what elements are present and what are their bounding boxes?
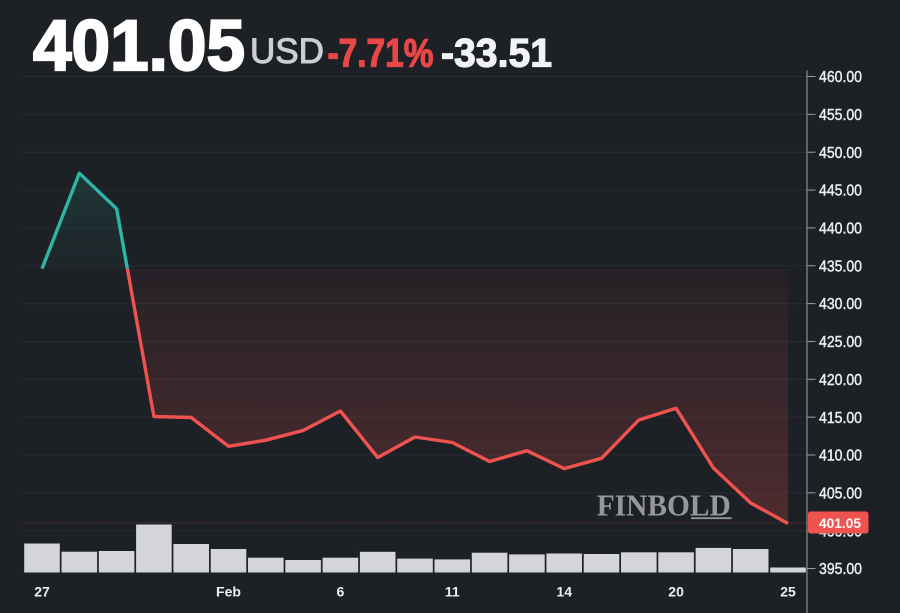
- svg-text:415.00: 415.00: [819, 410, 862, 427]
- svg-text:401.05: 401.05: [33, 7, 245, 86]
- svg-text:450.00: 450.00: [819, 145, 862, 162]
- svg-text:401.05: 401.05: [819, 515, 861, 531]
- svg-text:11: 11: [445, 584, 460, 600]
- svg-text:405.00: 405.00: [819, 485, 862, 502]
- svg-text:-7.71%: -7.71%: [328, 32, 434, 76]
- svg-text:410.00: 410.00: [819, 448, 862, 465]
- svg-text:-33.51: -33.51: [441, 32, 552, 76]
- svg-text:425.00: 425.00: [819, 334, 862, 351]
- svg-text:455.00: 455.00: [819, 107, 862, 124]
- svg-text:Feb: Feb: [216, 584, 241, 600]
- svg-text:27: 27: [34, 584, 50, 600]
- svg-text:460.00: 460.00: [819, 69, 862, 86]
- svg-text:FINBOLD: FINBOLD: [597, 488, 731, 523]
- svg-text:USD: USD: [250, 32, 324, 71]
- svg-text:20: 20: [668, 584, 684, 600]
- svg-text:14: 14: [556, 584, 572, 600]
- svg-text:395.00: 395.00: [819, 561, 862, 578]
- svg-text:430.00: 430.00: [819, 296, 862, 313]
- svg-text:440.00: 440.00: [819, 221, 862, 238]
- svg-text:25: 25: [780, 584, 796, 600]
- svg-text:6: 6: [337, 584, 345, 600]
- svg-text:435.00: 435.00: [819, 258, 862, 275]
- svg-text:420.00: 420.00: [819, 372, 862, 389]
- svg-text:445.00: 445.00: [819, 183, 862, 200]
